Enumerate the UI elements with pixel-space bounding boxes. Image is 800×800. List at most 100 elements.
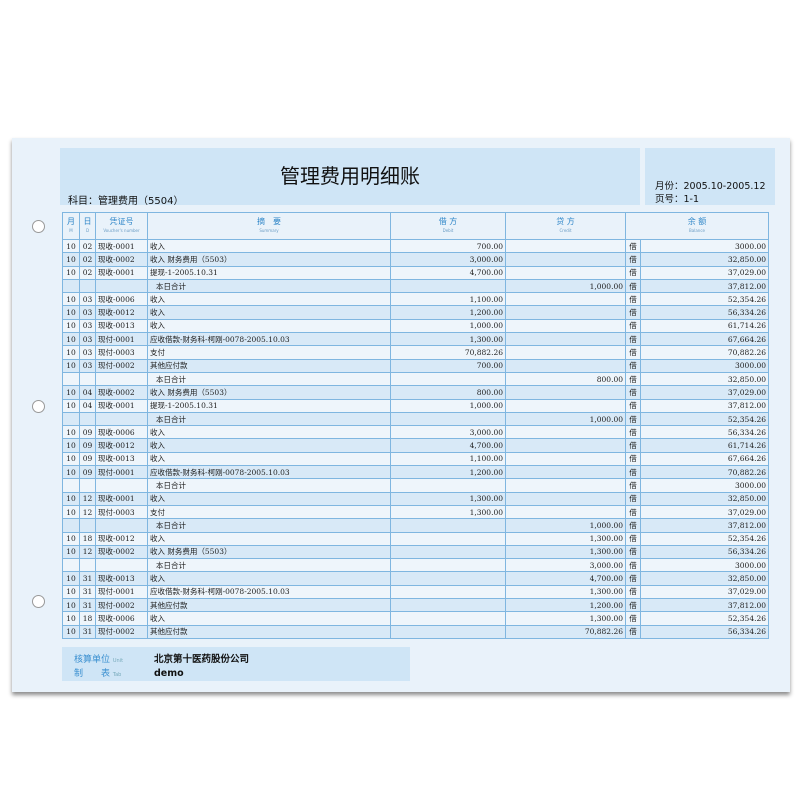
cell-direction: 借 <box>625 265 641 280</box>
cell-direction: 借 <box>625 451 641 467</box>
table-row: 10 02 现收-0002 收入 财务费用（5503） 3,000.00 借 32,850.… <box>62 252 770 267</box>
cell-debit: 1,300.00 <box>390 504 506 520</box>
cell-direction: 借 <box>625 465 641 480</box>
meta-box: 月份：2005.10-2005.12 页号：1-1 <box>645 148 775 205</box>
cell-balance: 61,714.26 <box>639 438 770 453</box>
period: 月份：2005.10-2005.12 <box>655 181 766 192</box>
cell-credit <box>505 465 626 480</box>
cell-month: 10 <box>62 332 80 347</box>
table-row: 10 18 现收-0006 收入 1,300.00 借 52,354.26 <box>62 611 770 626</box>
cell-day <box>79 478 96 493</box>
cell-month: 10 <box>62 385 80 400</box>
cell-voucher: 现收-0006 <box>95 292 148 307</box>
maker-label: 制 表 Tab <box>74 669 122 679</box>
table-row: 10 03 现收-0013 收入 1,000.00 借 61,714.26 <box>62 318 770 334</box>
table-row: 10 03 现收-0012 收入 1,200.00 借 56,334.26 <box>62 305 770 320</box>
table-row: 10 31 现付-0001 应收借款-财务科-柯刚-0078-2005.10.03 1,… <box>62 584 770 600</box>
cell-balance: 37,029.00 <box>639 584 770 600</box>
cell-direction: 借 <box>625 611 641 626</box>
table-row: 10 04 现收-0002 收入 财务费用（5503） 800.00 借 37,029.00 <box>62 385 770 400</box>
cell-voucher: 现付-0002 <box>95 358 148 373</box>
cell-month: 10 <box>62 252 80 267</box>
cell-balance: 52,354.26 <box>639 411 770 427</box>
cell-direction: 借 <box>625 238 641 254</box>
cell-day: 02 <box>79 238 96 254</box>
cell-balance: 3000.00 <box>639 238 770 254</box>
col-debit: 借 方 Debit <box>390 212 506 240</box>
cell-summary: 其他应付款 <box>147 598 391 613</box>
cell-debit <box>390 518 506 533</box>
cell-summary: 收入 <box>147 438 391 453</box>
cell-debit <box>390 571 506 586</box>
cell-month: 10 <box>62 624 80 639</box>
cell-direction: 借 <box>625 358 641 373</box>
cell-month <box>62 558 80 573</box>
cell-credit <box>505 265 626 280</box>
cell-balance: 37,029.00 <box>639 504 770 520</box>
table-row: 10 31 现付-0002 其他应付款 1,200.00 借 37,812.00 <box>62 598 770 613</box>
cell-balance: 37,029.00 <box>639 385 770 400</box>
cell-debit <box>390 598 506 613</box>
cell-balance: 56,334.26 <box>639 425 770 440</box>
cell-credit: 1,000.00 <box>505 518 626 533</box>
cell-day: 12 <box>79 491 96 506</box>
cell-voucher: 现收-0001 <box>95 491 148 506</box>
col-voucher: 凭证号 Voucher's number <box>95 212 148 240</box>
cell-direction: 借 <box>625 398 641 413</box>
cell-day: 03 <box>79 305 96 320</box>
cell-month: 10 <box>62 345 80 360</box>
cell-credit: 70,882.26 <box>505 624 626 639</box>
table-row: 本日合计 1,000.00 借 37,812.00 <box>62 278 770 294</box>
cell-balance: 56,334.26 <box>639 305 770 320</box>
cell-balance: 32,850.00 <box>639 571 770 586</box>
cell-credit: 1,200.00 <box>505 598 626 613</box>
cell-summary: 收入 <box>147 238 391 254</box>
cell-credit <box>505 318 626 334</box>
cell-credit: 800.00 <box>505 371 626 387</box>
cell-day <box>79 558 96 573</box>
cell-direction: 借 <box>625 345 641 360</box>
cell-credit: 3,000.00 <box>505 558 626 573</box>
table-row: 10 12 现付-0003 支付 1,300.00 借 37,029.00 <box>62 504 770 520</box>
cell-credit <box>505 358 626 373</box>
cell-direction: 借 <box>625 558 641 573</box>
cell-voucher: 现付-0003 <box>95 345 148 360</box>
cell-voucher: 现付-0002 <box>95 624 148 639</box>
cell-summary: 其他应付款 <box>147 358 391 373</box>
cell-voucher: 现收-0013 <box>95 318 148 334</box>
cell-day: 09 <box>79 438 96 453</box>
cell-credit: 4,700.00 <box>505 571 626 586</box>
cell-direction: 借 <box>625 598 641 613</box>
cell-credit: 1,000.00 <box>505 411 626 427</box>
cell-balance: 32,850.00 <box>639 371 770 387</box>
table-row: 10 02 现收-0001 提现-1-2005.10.31 4,700.00 借 37,02… <box>62 265 770 280</box>
cell-balance: 52,354.26 <box>639 292 770 307</box>
cell-month <box>62 478 80 493</box>
cell-month: 10 <box>62 438 80 453</box>
cell-balance: 56,334.26 <box>639 624 770 639</box>
cell-summary: 收入 <box>147 318 391 334</box>
cell-day: 03 <box>79 292 96 307</box>
col-summary: 摘 要 Summary <box>147 212 391 240</box>
cell-balance: 3000.00 <box>639 558 770 573</box>
cell-month: 10 <box>62 358 80 373</box>
cell-voucher: 现收-0013 <box>95 451 148 467</box>
unit-label: 核算单位 Unit <box>74 655 124 665</box>
cell-balance: 37,812.00 <box>639 278 770 294</box>
cell-voucher <box>95 371 148 387</box>
table-row: 10 12 现收-0002 收入 财务费用（5503） 1,300.00 借 56,334.… <box>62 544 770 560</box>
cell-voucher: 现收-0001 <box>95 265 148 280</box>
cell-voucher <box>95 278 148 294</box>
cell-month <box>62 278 80 294</box>
cell-direction: 借 <box>625 292 641 307</box>
cell-debit: 1,100.00 <box>390 451 506 467</box>
cell-debit: 700.00 <box>390 358 506 373</box>
cell-day: 02 <box>79 265 96 280</box>
cell-month: 10 <box>62 584 80 600</box>
cell-debit <box>390 584 506 600</box>
binder-hole <box>32 400 45 413</box>
table-row: 10 03 现付-0002 其他应付款 700.00 借 3000.00 <box>62 358 770 373</box>
unit-value: 北京第十医药股份公司 <box>154 654 250 665</box>
cell-debit: 1,200.00 <box>390 305 506 320</box>
